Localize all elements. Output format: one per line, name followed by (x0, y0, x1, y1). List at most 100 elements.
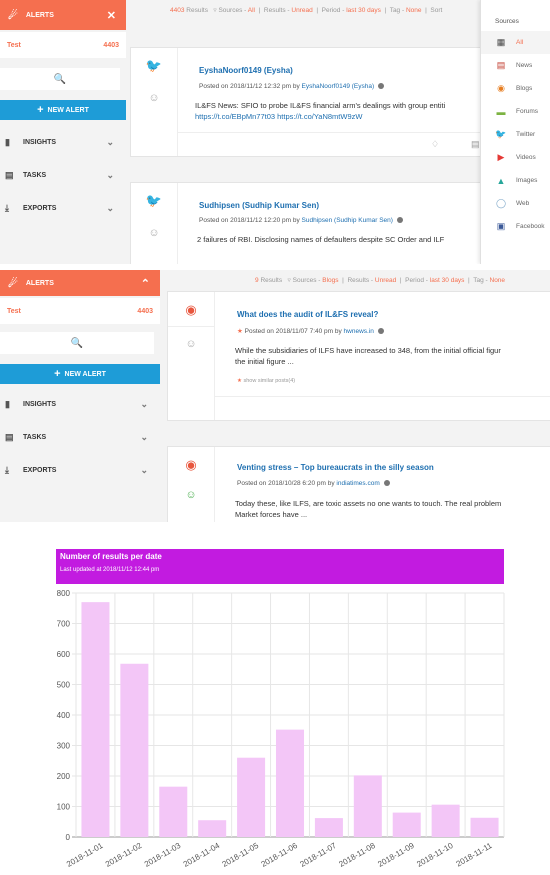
results-filter[interactable]: Results - Unread (347, 277, 397, 284)
bar-2018-11-07[interactable] (314, 818, 343, 837)
tasks-icon: ▤ (5, 432, 14, 442)
y-tick-label: 200 (57, 772, 71, 781)
nav-insights[interactable]: ▮ INSIGHTS ⌄ (0, 388, 160, 421)
bar-2018-11-05[interactable] (237, 757, 266, 837)
chart-subtitle: Last updated at 2018/11/12 12:44 pm (60, 567, 159, 573)
author-link[interactable]: indiatimes.com (336, 480, 380, 487)
close-icon[interactable]: ✕ (106, 9, 116, 22)
neutral-sentiment-icon[interactable]: ☺ (185, 338, 197, 350)
source-option-blogs[interactable]: ◉ Blogs (481, 77, 550, 100)
menu-dot-icon[interactable] (383, 480, 390, 487)
menu-dot-icon[interactable] (377, 328, 384, 335)
source-option-twitter[interactable]: 🐦 Twitter (495, 129, 536, 139)
results-label: Results (186, 7, 208, 14)
post-title[interactable]: Sudhipsen (Sudhip Kumar Sen) (199, 201, 320, 210)
alerts-header[interactable]: ☄ ALERTS ⌃ (0, 270, 160, 296)
source-option-web[interactable]: ◯ Web (495, 198, 530, 208)
download-icon: ⤓ (5, 203, 9, 213)
post-title[interactable]: Venting stress – Top bureaucrats in the … (237, 463, 434, 472)
menu-dot-icon[interactable] (378, 83, 385, 90)
plus-icon: + (37, 104, 44, 116)
chart-header (56, 549, 504, 584)
author-link[interactable]: Sudhipsen (Sudhip Kumar Sen) (301, 217, 393, 224)
source-option-all[interactable]: ▦ All (481, 31, 550, 54)
new-alert-button[interactable]: + NEW ALERT (0, 364, 160, 384)
y-tick-label: 0 (66, 833, 71, 842)
results-filter[interactable]: Results - Unread (263, 7, 313, 14)
chevron-up-icon[interactable]: ⌃ (140, 277, 150, 290)
nav-tasks[interactable]: ▤ TASKS ⌄ (0, 159, 126, 192)
sort-filter[interactable]: Sort (430, 7, 443, 14)
nav-label: INSIGHTS (23, 401, 57, 408)
nav-label: EXPORTS (23, 467, 57, 474)
author-link[interactable]: hwnews.in (343, 328, 374, 335)
nav-label: TASKS (23, 172, 47, 179)
source-option-images[interactable]: ▲ Images (496, 175, 538, 186)
globe-icon: ◯ (495, 198, 507, 208)
tag-filter[interactable]: Tag - None (473, 277, 506, 284)
card-rail: ◉ ☺ (168, 447, 215, 522)
tag-filter[interactable]: Tag - None (389, 7, 422, 14)
nav-label: TASKS (23, 434, 47, 441)
bar-2018-11-06[interactable] (275, 729, 305, 837)
bar-2018-11-01[interactable] (81, 602, 110, 837)
post-meta: Posted on 2018/11/12 12:20 pm by Sudhips… (199, 217, 403, 224)
source-option-forums[interactable]: ▬ Forums (496, 106, 539, 117)
chart-title: Number of results per date (60, 552, 162, 561)
neutral-sentiment-icon[interactable]: ☺ (148, 92, 160, 104)
tweet-link[interactable]: https://t.co/EBpMn77t03 (195, 112, 276, 121)
post-card[interactable]: 🐦 ☺ Sudhipsen (Sudhip Kumar Sen) Posted … (130, 182, 530, 264)
x-tick-label: 2018-11-04 (182, 841, 222, 869)
bar-2018-11-11[interactable] (470, 817, 499, 837)
sources-filter[interactable]: Sources - Blogs (292, 277, 339, 284)
post-card[interactable]: 🐦 ☺ EyshaNoorf0149 (Eysha) Posted on 201… (130, 47, 530, 157)
chevron-down-icon: ⌄ (106, 137, 114, 147)
wordpress-icon: ◉ (185, 457, 197, 472)
neutral-sentiment-icon[interactable]: ☺ (148, 227, 160, 239)
post-title[interactable]: EyshaNoorf0149 (Eysha) (199, 66, 293, 75)
menu-dot-icon[interactable] (396, 217, 403, 224)
chevron-down-icon: ⌄ (140, 432, 148, 442)
results-count: 9 (255, 277, 259, 284)
source-option-news[interactable]: ▤ News (496, 60, 533, 70)
nav-tasks[interactable]: ▤ TASKS ⌄ (0, 421, 160, 454)
post-title[interactable]: What does the audit of IL&FS reveal? (237, 310, 379, 319)
bar-2018-11-08[interactable] (353, 775, 382, 837)
search-button[interactable]: 🔍 (0, 68, 120, 90)
period-filter[interactable]: Period - last 30 days (405, 277, 465, 284)
bar-2018-11-09[interactable] (392, 812, 421, 837)
sources-filter[interactable]: Sources - All (218, 7, 255, 14)
grid-icon: ▦ (496, 37, 506, 47)
bar-2018-11-10[interactable] (431, 804, 460, 837)
bar-2018-11-02[interactable] (120, 663, 149, 837)
chevron-down-icon: ⌄ (106, 170, 114, 180)
wordpress-icon: ◉ (497, 83, 505, 93)
tweet-link[interactable]: https://t.co/YaN8mtW9zW (277, 112, 363, 121)
period-filter[interactable]: Period - last 30 days (321, 7, 381, 14)
video-icon: ▶ (497, 152, 505, 162)
bar-2018-11-04[interactable] (198, 820, 227, 837)
plus-icon: + (54, 368, 61, 380)
alerts-header[interactable]: ☄ ALERTS ✕ (0, 0, 126, 30)
note-icon[interactable]: ▤ (471, 139, 480, 149)
post-card[interactable]: ◉ ☺ What does the audit of IL&FS reveal?… (167, 291, 550, 421)
author-link[interactable]: EyshaNoorf0149 (Eysha) (301, 83, 375, 90)
source-option-videos[interactable]: ▶ Videos (481, 146, 550, 169)
search-button[interactable]: 🔍 (0, 332, 154, 354)
nav-insights[interactable]: ▮ INSIGHTS ⌄ (0, 126, 126, 159)
source-option-facebook[interactable]: ▣ Facebook (496, 221, 545, 231)
post-card[interactable]: ◉ ☺ Venting stress – Top bureaucrats in … (167, 446, 550, 522)
chevron-down-icon: ⌄ (140, 399, 148, 409)
nav-exports[interactable]: ⤓ EXPORTS ⌄ (0, 454, 160, 487)
tag-icon[interactable]: ♢ (431, 139, 440, 149)
alert-item-test[interactable]: Test 4403 (0, 298, 160, 324)
search-icon: 🔍 (53, 73, 67, 85)
similar-posts-link[interactable]: ★ show similar posts(4) (237, 378, 296, 384)
new-alert-button[interactable]: + NEW ALERT (0, 100, 126, 120)
post-meta: Posted on 2018/10/28 6:20 pm by indiatim… (237, 480, 390, 487)
positive-sentiment-icon[interactable]: ☺ (185, 489, 197, 501)
nav-exports[interactable]: ⤓ EXPORTS ⌄ (0, 192, 126, 225)
bar-2018-11-03[interactable] (159, 786, 188, 837)
alert-item-test[interactable]: Test 4403 (0, 32, 126, 58)
y-tick-label: 500 (57, 681, 71, 690)
